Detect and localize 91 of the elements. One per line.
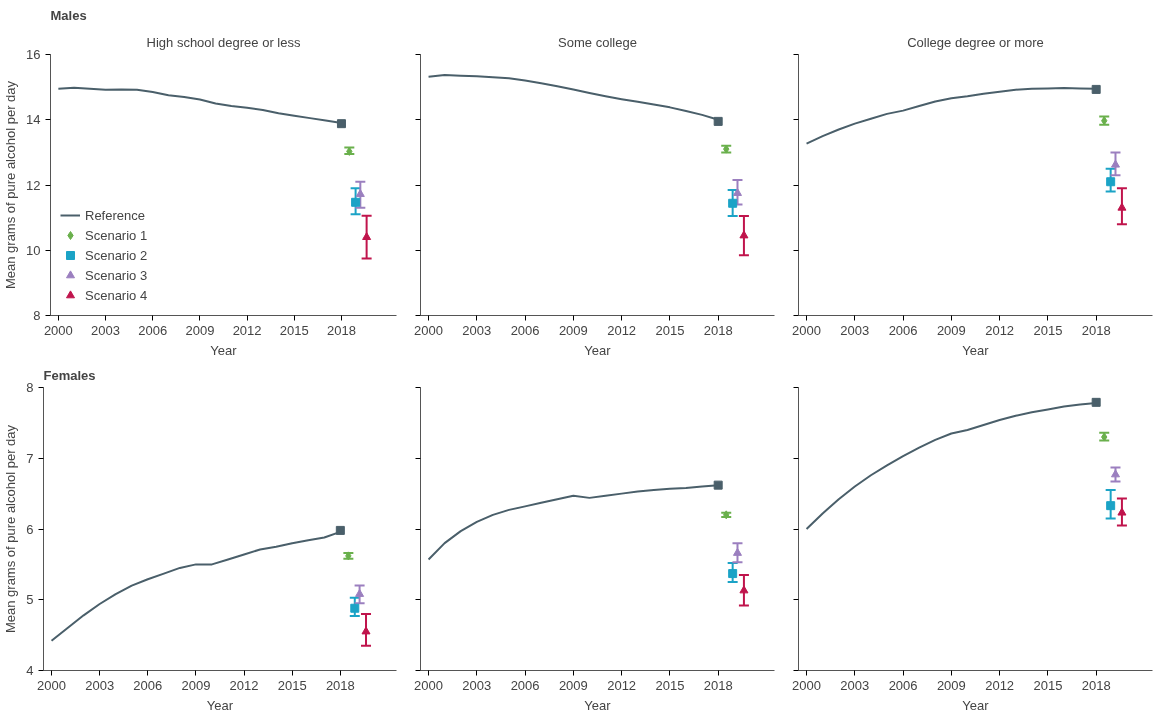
x-axis-title: Year [962, 342, 990, 358]
legend-label: Scenario 2 [85, 247, 148, 263]
x-tick-label: 2012 [985, 322, 1015, 338]
x-tick-label: 2009 [181, 677, 211, 693]
y-tick-label: 10 [26, 242, 41, 258]
y-tick-label: 6 [26, 521, 34, 537]
point [1110, 159, 1120, 168]
y-axis-title: Mean grams of pure alcohol per day [3, 424, 19, 634]
y-tick-label: 16 [26, 47, 41, 62]
x-tick-label: 2006 [138, 322, 168, 338]
x-tick-label: 2003 [840, 677, 870, 693]
x-tick-label: 2015 [1033, 322, 1063, 338]
x-tick-label: 2006 [133, 677, 163, 693]
x-tick-label: 2006 [888, 322, 918, 338]
point [739, 585, 749, 594]
x-tick-label: 2015 [1033, 677, 1063, 693]
x-tick-label: 2006 [510, 677, 540, 693]
y-tick-label: 4 [26, 663, 34, 678]
x-tick-label: 2015 [655, 677, 685, 693]
legend-label: Reference [85, 207, 145, 223]
x-tick-label: 2018 [326, 322, 356, 338]
x-tick-label: 2003 [840, 322, 870, 338]
y-tick-label: 12 [26, 177, 41, 193]
x-tick-label: 2006 [888, 677, 918, 693]
x-tick-label: 2012 [985, 677, 1015, 693]
x-tick-label: 2003 [462, 677, 492, 693]
chart-subtitle: College degree or more [907, 34, 1044, 50]
legend-label: Scenario 3 [85, 267, 148, 283]
x-tick-label: 2003 [91, 322, 121, 338]
x-tick-label: 2018 [1081, 322, 1111, 338]
y-tick-label: 5 [26, 592, 34, 608]
x-tick-label: 2012 [607, 322, 637, 338]
x-tick-label: 2009 [936, 677, 966, 693]
x-tick-label: 2000 [37, 677, 66, 693]
y-tick-label: 8 [33, 308, 41, 323]
chart-title: Males [50, 7, 87, 23]
chart-subtitle: High school degree or less [146, 34, 301, 50]
point [1117, 507, 1127, 516]
x-tick-label: 2015 [277, 677, 307, 693]
x-tick-label: 2012 [232, 322, 262, 338]
x-tick-label: 2000 [414, 677, 444, 693]
legend-label: Scenario 1 [85, 227, 148, 243]
point [350, 603, 360, 613]
x-tick-label: 2000 [414, 322, 444, 338]
x-tick-label: 2018 [1081, 677, 1111, 693]
point [355, 189, 365, 197]
y-axis-title: Mean grams of pure alcohol per day [3, 80, 19, 290]
point [336, 119, 346, 129]
x-tick-label: 2003 [462, 322, 492, 338]
x-tick-label: 2006 [510, 322, 540, 338]
y-tick-label: 14 [26, 112, 41, 128]
x-tick-label: 2012 [229, 677, 259, 693]
point [728, 569, 738, 579]
x-tick-label: 2009 [558, 677, 588, 693]
point [739, 230, 749, 239]
x-tick-label: 2018 [703, 677, 733, 693]
x-tick-label: 2015 [279, 322, 309, 338]
legend-label: Scenario 4 [85, 287, 148, 303]
point [1106, 501, 1116, 511]
x-tick-label: 2003 [85, 677, 115, 693]
point [728, 198, 738, 208]
x-tick-label: 2009 [558, 322, 588, 338]
y-tick-label: 7 [26, 450, 34, 466]
point [1091, 84, 1101, 94]
point [335, 525, 345, 535]
point [362, 232, 372, 241]
x-axis-title: Year [962, 697, 990, 713]
x-tick-label: 2018 [703, 322, 733, 338]
x-tick-label: 2000 [43, 322, 73, 338]
x-tick-label: 2018 [325, 677, 355, 693]
point [1117, 202, 1127, 211]
x-axis-title: Year [210, 342, 238, 358]
x-axis-title: Year [584, 697, 612, 713]
point [1091, 397, 1101, 407]
x-tick-label: 2015 [655, 322, 685, 338]
x-axis-title: Year [584, 342, 612, 358]
x-tick-label: 2009 [936, 322, 966, 338]
point [1110, 469, 1120, 478]
point [732, 188, 742, 196]
point [1106, 177, 1116, 187]
x-tick-label: 2012 [607, 677, 637, 693]
x-tick-label: 2000 [792, 677, 822, 693]
x-tick-label: 2009 [185, 322, 215, 338]
x-axis-title: Year [206, 697, 234, 713]
y-tick-label: 8 [26, 380, 34, 395]
point [351, 197, 361, 207]
point [713, 116, 723, 126]
chart-title: Females [43, 367, 96, 383]
chart-subtitle: Some college [558, 34, 637, 50]
x-tick-label: 2000 [792, 322, 822, 338]
point [713, 480, 723, 490]
